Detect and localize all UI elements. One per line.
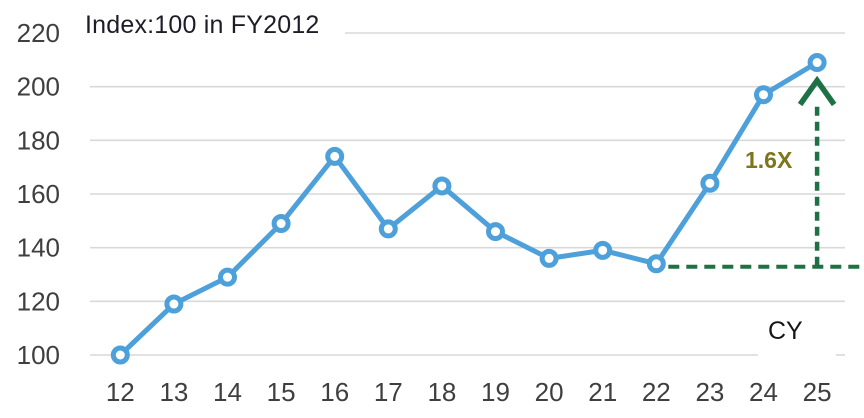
x-tick-label: 12 <box>106 377 135 407</box>
data-point-marker <box>378 219 398 239</box>
data-point-marker <box>593 240 613 260</box>
data-point-marker <box>646 254 666 274</box>
data-point-marker <box>539 248 559 268</box>
x-tick-label: 14 <box>213 377 242 407</box>
x-axis-unit-label: CY <box>768 317 803 345</box>
x-tick-label: 22 <box>642 377 671 407</box>
y-tick-label: 200 <box>17 72 60 102</box>
x-tick-label: 19 <box>481 377 510 407</box>
data-point-marker <box>807 53 827 73</box>
data-point-marker <box>218 267 237 287</box>
x-tick-label: 21 <box>588 377 617 407</box>
x-tick-label: 13 <box>159 377 188 407</box>
data-point-marker <box>164 294 184 314</box>
data-point-marker <box>754 85 773 105</box>
x-tick-label: 16 <box>320 377 349 407</box>
chart-title: Index:100 in FY2012 <box>85 11 320 39</box>
data-line <box>117 60 820 358</box>
growth-ratio-label: 1.6X <box>745 147 793 173</box>
ratio-arrowhead <box>797 75 837 107</box>
x-tick-label: 18 <box>427 377 456 407</box>
data-point-marker <box>432 176 452 196</box>
x-tick-label: 25 <box>803 377 832 407</box>
y-tick-label: 160 <box>17 179 60 209</box>
data-point-marker <box>700 173 720 193</box>
x-tick-label: 17 <box>374 377 403 407</box>
y-tick-label: 120 <box>17 286 60 316</box>
data-point-marker <box>110 345 130 365</box>
data-point-marker <box>271 214 291 234</box>
y-tick-label: 100 <box>17 340 60 370</box>
x-tick-label: 24 <box>749 377 778 407</box>
y-tick-label: 220 <box>17 18 60 48</box>
data-point-marker <box>486 222 505 242</box>
y-tick-label: 140 <box>17 233 60 263</box>
data-point-marker <box>325 146 345 166</box>
x-tick-label: 23 <box>695 377 724 407</box>
x-tick-label: 15 <box>267 377 296 407</box>
y-tick-label: 180 <box>17 125 60 155</box>
x-tick-label: 20 <box>535 377 564 407</box>
